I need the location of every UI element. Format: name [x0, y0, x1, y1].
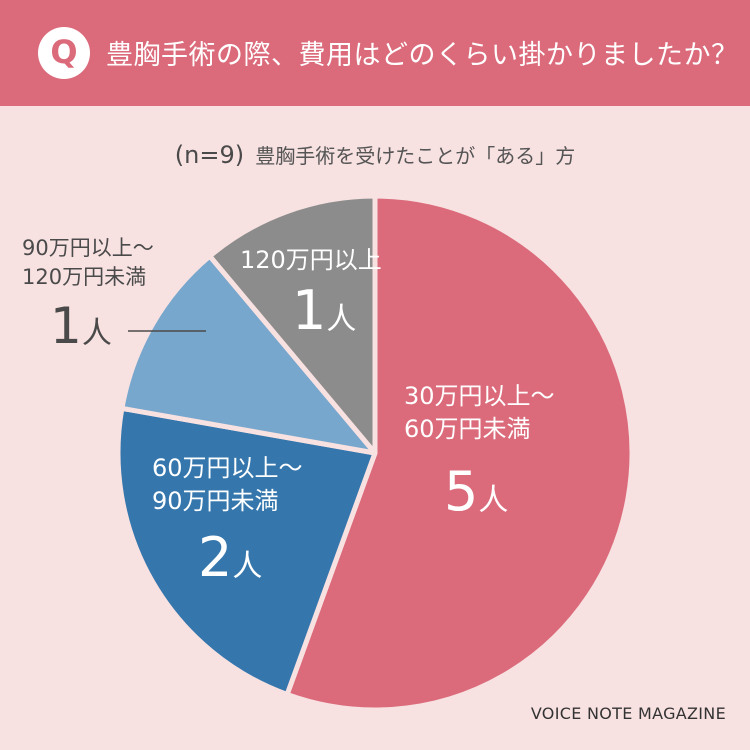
slice-count-60-90-unit: 人 [232, 549, 263, 584]
slice-count-90-120-unit: 人 [81, 316, 112, 351]
slice-30-60 [284, 193, 635, 713]
slice-count-90-120-value: 1 [50, 297, 82, 355]
slice-label-60-90-line2: 90万円未満 [152, 487, 279, 515]
sample-size: (n=9) [174, 141, 245, 169]
slice-label-120-plus-line1: 120万円以上 [240, 246, 382, 274]
respondent-description: 豊胸手術を受けたことが「ある」方 [255, 144, 576, 168]
slice-count-120-plus-value: 1 [292, 279, 327, 342]
slice-label-90-120-line2: 120万円未満 [22, 265, 147, 289]
chart-subtitle: (n=9) 豊胸手術を受けたことが「ある」方 [0, 140, 750, 169]
slice-label-90-120-line1: 90万円以上〜 [22, 236, 154, 260]
question-header: Q 豊胸手術の際、費用はどのくらい掛かりましたか？ [0, 0, 750, 106]
q-badge: Q [38, 27, 90, 79]
slice-count-30-60-value: 5 [444, 460, 479, 523]
slice-label-60-90-line1: 60万円以上〜 [152, 454, 303, 482]
slice-label-60-90: 60万円以上〜 90万円未満 2人 [152, 452, 303, 599]
slice-count-90-120: 1人 [22, 296, 154, 364]
source-credit: VOICE NOTE MAGAZINE [530, 704, 726, 723]
slice-label-30-60: 30万円以上〜 60万円未満 5人 [404, 380, 555, 533]
slice-count-30-60: 5人 [404, 460, 555, 533]
q-letter: Q [50, 33, 78, 71]
question-text: 豊胸手術の際、費用はどのくらい掛かりましたか？ [106, 40, 739, 71]
slice-120-plus [207, 193, 378, 456]
slice-label-30-60-line1: 30万円以上〜 [404, 382, 555, 410]
slice-count-60-90: 2人 [152, 526, 303, 599]
slice-60-90 [115, 405, 378, 698]
slice-label-120-plus: 120万円以上 1人 [240, 244, 382, 352]
slice-label-90-120: 90万円以上〜 120万円未満 1人 [22, 234, 154, 364]
slice-count-60-90-value: 2 [198, 526, 233, 589]
slice-90-120 [119, 253, 378, 456]
slice-count-120-plus: 1人 [240, 279, 382, 352]
slice-label-30-60-line2: 60万円未満 [404, 415, 531, 443]
slice-count-30-60-unit: 人 [478, 483, 509, 518]
slice-count-120-plus-unit: 人 [326, 302, 357, 337]
